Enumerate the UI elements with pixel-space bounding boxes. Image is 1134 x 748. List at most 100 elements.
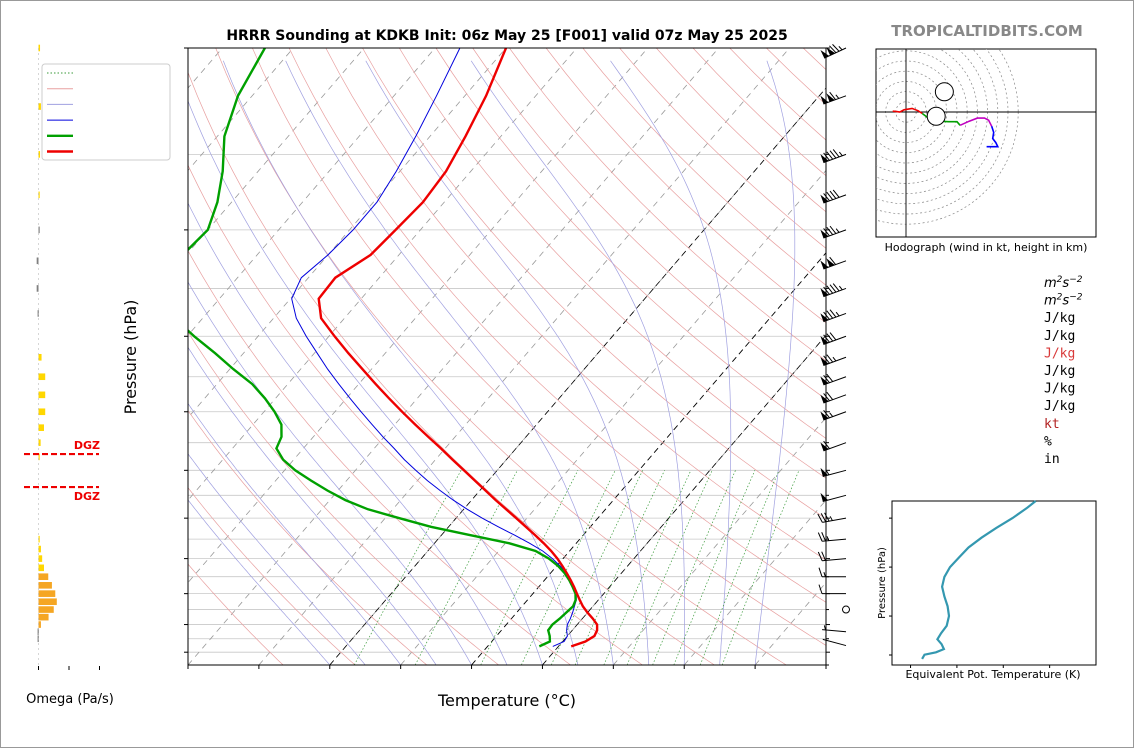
wind-barb — [820, 149, 847, 164]
index-unit: kt — [1044, 417, 1060, 432]
omega-bar — [38, 621, 41, 628]
barb-full — [821, 551, 826, 561]
hodograph-trace — [892, 107, 923, 115]
dry-adiabat-line — [188, 563, 284, 665]
wind-barb — [820, 410, 847, 421]
wind-barb — [842, 605, 850, 614]
barb-pennant — [820, 313, 829, 322]
dry-adiabat-line — [288, 48, 826, 603]
barb-pennant — [820, 442, 829, 451]
barb-pennant — [820, 260, 829, 269]
barb-shaft — [823, 356, 847, 366]
barb-pennant — [826, 93, 835, 102]
omega-bar — [37, 628, 39, 636]
barb-pennant — [820, 376, 829, 385]
barb-full — [821, 532, 826, 542]
barb-pennant — [820, 492, 829, 502]
barb-full — [829, 225, 837, 234]
omega-bar — [38, 573, 49, 581]
sounding-indices: m2s−2 m2s−2 J/kg J/kg J/kg J/kg J/kg J/kg kt% in — [1044, 275, 1083, 467]
wind-barb — [817, 532, 847, 542]
barb-half — [838, 46, 843, 51]
temperature-line — [317, 48, 599, 648]
wind-barb — [818, 584, 846, 595]
mixing-ratio-line — [521, 470, 616, 665]
mixing-ratio-line — [414, 470, 518, 665]
dry-adiabat-line — [362, 48, 826, 520]
mixing-ratio-line — [699, 470, 780, 665]
pseudoadiabat-line — [188, 499, 331, 665]
omega-xlabel: Omega (Pa/s) — [26, 692, 114, 707]
omega-bar — [38, 373, 46, 381]
omega-bar — [38, 555, 43, 562]
index-unit: m2s−2 — [1044, 293, 1083, 309]
barb-full — [818, 584, 823, 594]
index-unit: J/kg — [1044, 364, 1075, 379]
index-unit: in — [1044, 452, 1060, 467]
hodograph-frame — [875, 48, 1097, 238]
wind-barb — [820, 354, 847, 366]
barb-full — [823, 311, 830, 320]
barb-half — [823, 572, 826, 577]
barb-pennant — [820, 288, 829, 297]
dry-adiabat-line — [188, 410, 428, 665]
dry-adiabat-line — [509, 48, 826, 362]
omega-bar — [38, 226, 40, 234]
omega-bar — [38, 598, 57, 606]
isotherm-line — [188, 48, 719, 665]
barb-shaft — [822, 517, 847, 523]
pseudoadiabat-line — [610, 60, 732, 665]
skewt-plot-frame — [187, 47, 827, 666]
barb-full — [826, 333, 834, 342]
dry-adiabat-line — [252, 48, 826, 646]
barb-full — [829, 309, 837, 318]
dry-adiabat-line — [325, 48, 826, 561]
mixing-ratio-line — [652, 470, 736, 665]
thetae-frame — [891, 500, 1097, 666]
wetbulb-line — [291, 48, 577, 647]
thetae-line — [921, 500, 1037, 660]
barb-full — [824, 512, 830, 522]
wind-barb — [822, 635, 847, 647]
thetae-panel — [889, 500, 1051, 668]
hodograph — [876, 49, 1096, 237]
isotherm-line — [683, 499, 826, 665]
omega-bar — [38, 103, 41, 110]
wind-barb — [820, 391, 847, 404]
barb-shaft — [822, 538, 847, 542]
omega-bar — [38, 613, 49, 621]
skewt-legend — [41, 63, 171, 161]
mixing-ratio-line — [480, 470, 579, 665]
dry-adiabat-line — [188, 249, 571, 665]
barb-full — [818, 567, 823, 577]
pseudoadiabat-line — [285, 60, 614, 665]
omega-bar — [38, 564, 44, 572]
pseudoadiabat-line — [222, 60, 579, 665]
barb-full — [823, 286, 830, 295]
dgz-label: DGZ — [74, 490, 100, 503]
wind-barb — [820, 373, 847, 386]
barb-pennant — [820, 229, 829, 239]
barb-full — [820, 513, 827, 522]
barb-full — [826, 191, 834, 200]
barb-full — [829, 45, 837, 54]
barb-half — [826, 470, 830, 476]
barb-shaft — [822, 629, 847, 633]
barb-half — [826, 536, 830, 541]
wind-barb — [820, 332, 847, 345]
wind-barb — [820, 44, 847, 59]
pseudoadiabat-line — [188, 346, 437, 665]
mixing-ratio-line — [550, 470, 644, 665]
mixing-ratio-line — [353, 470, 462, 665]
omega-bar — [38, 535, 40, 543]
wind-barb — [820, 283, 847, 298]
barb-full — [826, 285, 834, 294]
skewt-profiles — [188, 48, 599, 648]
barb-full — [826, 354, 834, 363]
barb-full — [826, 310, 834, 319]
pseudoadiabat-line — [188, 402, 401, 665]
isotherm-line — [400, 169, 826, 665]
dry-adiabat-line — [545, 48, 826, 324]
barb-full — [823, 374, 830, 384]
barb-full — [823, 334, 830, 343]
